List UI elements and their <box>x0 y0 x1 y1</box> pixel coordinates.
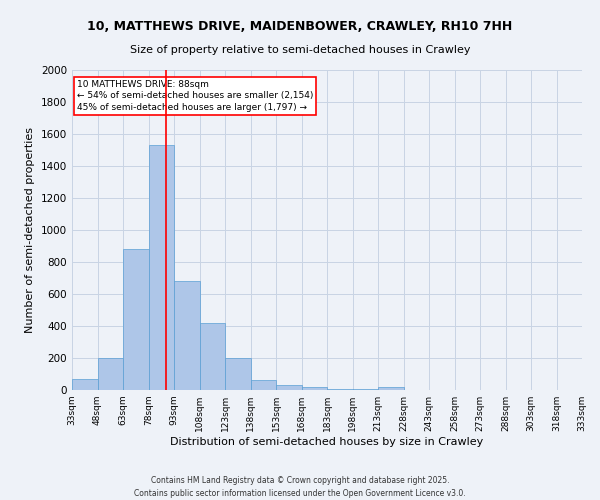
Bar <box>225 358 251 390</box>
Text: Size of property relative to semi-detached houses in Crawley: Size of property relative to semi-detach… <box>130 45 470 55</box>
Bar <box>251 380 276 390</box>
Text: 10, MATTHEWS DRIVE, MAIDENBOWER, CRAWLEY, RH10 7HH: 10, MATTHEWS DRIVE, MAIDENBOWER, CRAWLEY… <box>88 20 512 33</box>
Bar <box>276 385 302 390</box>
Text: 10 MATTHEWS DRIVE: 88sqm
← 54% of semi-detached houses are smaller (2,154)
45% o: 10 MATTHEWS DRIVE: 88sqm ← 54% of semi-d… <box>77 80 313 112</box>
Bar <box>72 379 97 390</box>
Y-axis label: Number of semi-detached properties: Number of semi-detached properties <box>25 127 35 333</box>
Bar <box>149 145 174 390</box>
Bar <box>200 323 225 390</box>
Bar <box>378 387 404 390</box>
Bar <box>174 281 200 390</box>
X-axis label: Distribution of semi-detached houses by size in Crawley: Distribution of semi-detached houses by … <box>170 437 484 447</box>
Bar <box>327 389 353 390</box>
Bar <box>302 387 327 390</box>
Bar <box>97 358 123 390</box>
Bar <box>123 249 149 390</box>
Bar <box>353 389 378 390</box>
Text: Contains HM Land Registry data © Crown copyright and database right 2025.
Contai: Contains HM Land Registry data © Crown c… <box>134 476 466 498</box>
